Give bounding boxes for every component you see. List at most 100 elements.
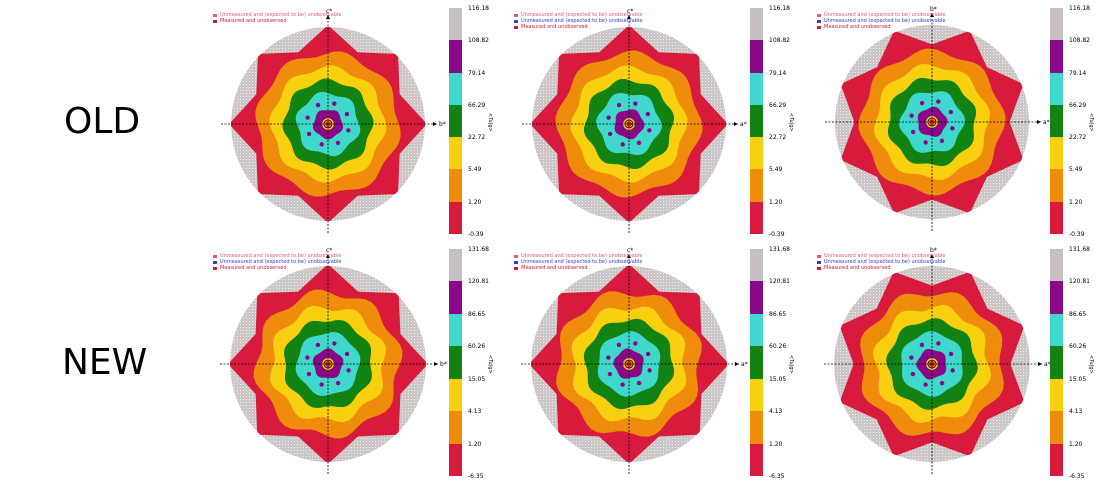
colorbar-tick: 5.49 [1069,166,1083,174]
legend-entry: Unmeasured and (expected to be) unobserv… [514,12,642,18]
speckle [633,101,638,106]
speckle [919,342,925,348]
colorbar-segment [1050,169,1063,203]
speckle [936,99,941,104]
colorbar-tick: 66.29 [1069,101,1087,109]
legend-text: Measured and unobserved [521,265,588,271]
x-axis-label: a* [741,361,748,368]
colorbar-tick: 22.72 [1069,134,1087,142]
colorbar-segment [1050,313,1063,347]
colorbar [750,249,763,477]
speckle [948,351,954,357]
colorbar-segment [449,40,462,74]
colorbar-segment [449,137,462,170]
speckle [923,140,928,145]
colorbar-tick: 1.20 [468,440,482,448]
center-ring [927,359,937,369]
colorbar-tick: 4.13 [1069,408,1083,416]
speckle [335,380,341,386]
legend: Unmeasured and (expected to be) unobserv… [817,253,945,271]
x-axis-label: b* [440,361,447,368]
colorbar-segment [750,346,763,380]
legend-text: Unmeasured and (expected to be) unobserv… [824,259,946,265]
speckle [620,382,625,387]
colorbar-segment [449,201,462,235]
x-axis-label: a* [740,121,747,128]
colorbar-tick: 60.26 [769,343,787,351]
legend-text: Unmeasured and (expected to be) unobserv… [824,18,946,24]
speckle [306,371,312,377]
center-ring [323,119,333,129]
legend-text: Measured and unobserved [220,265,287,271]
x-axis-label: b* [439,121,446,128]
colorbar-segment [1050,201,1063,235]
x-arrow [433,122,437,126]
colorbar-segment [1050,411,1063,445]
legend-entry: Unmeasured and (expected to be) unobserv… [817,259,945,265]
legend-swatch [213,13,217,17]
row-label-new: NEW [62,342,148,383]
legend-swatch [817,254,821,258]
speckle [332,101,337,106]
legend: Unmeasured and (expected to be) unobserv… [514,12,642,30]
legend-entry: Measured and unobserved [213,265,341,271]
colorbar-tick: 131.68 [769,246,790,253]
colorbar-unit-label: <Tu|g> [1088,113,1094,132]
legend-swatch [514,13,518,17]
colorbar-tick: 120.81 [769,278,790,286]
colorbar-segment [449,8,462,41]
colorbar-tick: 120.81 [1069,278,1090,286]
colorbar-segment [1050,72,1063,106]
speckle [909,355,914,360]
colorbar-tick: 79.14 [468,69,486,77]
y-axis-label: c* [627,247,633,254]
y-arrow [930,13,934,17]
y-axis-label: b* [930,6,937,13]
speckle [305,115,310,120]
speckle [616,102,622,108]
y-arrow [627,254,631,258]
colorbar-segment [1050,40,1063,74]
y-axis-label: c* [326,247,332,254]
speckle [936,341,941,346]
colorbar-tick: 4.13 [468,408,482,416]
center-ring [323,359,333,369]
legend-swatch [817,25,821,29]
colorbar-tick: 116.18 [769,5,790,12]
legend-entry: Measured and unobserved [817,24,945,30]
colorbar-tick: -0.39 [468,231,484,238]
colorbar-tick: 60.26 [1069,343,1087,351]
colorbar-segment [750,169,763,203]
colorbar-segment [750,201,763,235]
colorbar-tick: 86.65 [769,310,787,318]
center-ring [927,117,937,127]
colorbar-segment [1050,137,1063,170]
speckle [950,368,955,373]
colorbar [1050,8,1063,235]
speckle [616,342,622,348]
legend-text: Unmeasured and (expected to be) unobserv… [220,259,342,265]
speckle [319,142,324,147]
colorbar-tick: 22.72 [769,134,787,142]
colorbar-tick: 5.49 [769,166,783,174]
legend-text: Unmeasured and (expected to be) unobserv… [220,12,342,18]
colorbar-segment [449,281,462,315]
speckle [305,355,310,360]
legend-text: Unmeasured and (expected to be) unobserv… [824,253,946,259]
colorbar-tick: 131.68 [1069,246,1090,253]
x-arrow [434,362,438,366]
legend-entry: Measured and unobserved [514,265,642,271]
legend-entry: Unmeasured and (expected to be) unobserv… [817,12,945,18]
legend-text: Unmeasured and (expected to be) unobserv… [521,18,643,24]
y-arrow [930,254,934,258]
colorbar-unit-label: <Tu|g> [788,113,794,132]
colorbar-segment [750,104,763,138]
colorbar-segment [750,378,763,412]
colorbar-segment [750,313,763,347]
speckle [919,100,925,106]
speckle [319,382,324,387]
colorbar-segment [750,8,763,41]
colorbar-unit-label: <Tu|g> [487,354,493,374]
legend: Unmeasured and (expected to be) unobserv… [514,253,642,271]
